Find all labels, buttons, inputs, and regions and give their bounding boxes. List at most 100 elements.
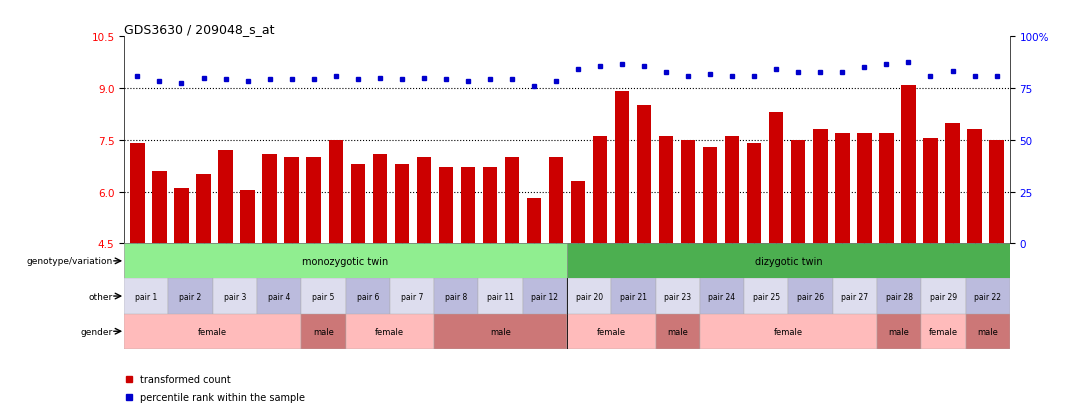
Text: pair 27: pair 27: [841, 292, 868, 301]
Bar: [241, 190, 255, 244]
Text: monozygotic twin: monozygotic twin: [302, 256, 389, 266]
Bar: [725, 137, 740, 244]
Text: gender: gender: [81, 327, 113, 336]
Bar: [681, 140, 696, 244]
Text: pair 1: pair 1: [135, 292, 158, 301]
Bar: [434, 279, 478, 314]
Text: genotype/variation: genotype/variation: [27, 257, 113, 266]
Bar: [921, 279, 966, 314]
Bar: [879, 133, 893, 244]
Text: GDS3630 / 209048_s_at: GDS3630 / 209048_s_at: [124, 23, 274, 36]
Text: female: female: [774, 327, 802, 336]
Text: pair 7: pair 7: [401, 292, 423, 301]
Bar: [788, 279, 833, 314]
Text: pair 28: pair 28: [886, 292, 913, 301]
Bar: [656, 279, 700, 314]
Bar: [504, 158, 519, 244]
Bar: [966, 314, 1010, 349]
Bar: [700, 314, 877, 349]
Text: pair 2: pair 2: [179, 292, 202, 301]
Bar: [328, 140, 342, 244]
Bar: [703, 147, 717, 244]
Bar: [656, 314, 700, 349]
Bar: [438, 168, 453, 244]
Text: pair 24: pair 24: [708, 292, 735, 301]
Bar: [373, 154, 387, 244]
Bar: [877, 279, 921, 314]
Bar: [197, 175, 211, 244]
Bar: [417, 158, 431, 244]
Bar: [174, 189, 189, 244]
Bar: [168, 279, 213, 314]
Text: female: female: [597, 327, 625, 336]
Bar: [567, 244, 1010, 279]
Text: dizygotic twin: dizygotic twin: [755, 256, 822, 266]
Bar: [346, 279, 390, 314]
Bar: [700, 279, 744, 314]
Bar: [923, 139, 937, 244]
Bar: [877, 314, 921, 349]
Text: pair 6: pair 6: [356, 292, 379, 301]
Bar: [921, 314, 966, 349]
Text: female: female: [376, 327, 404, 336]
Bar: [152, 171, 166, 244]
Text: male: male: [490, 327, 511, 336]
Bar: [747, 144, 761, 244]
Bar: [611, 279, 656, 314]
Bar: [307, 158, 321, 244]
Bar: [989, 140, 1003, 244]
Bar: [549, 158, 563, 244]
Bar: [523, 279, 567, 314]
Bar: [394, 164, 409, 244]
Bar: [769, 113, 783, 244]
Bar: [124, 279, 168, 314]
Bar: [301, 314, 346, 349]
Bar: [902, 85, 916, 244]
Bar: [615, 92, 630, 244]
Bar: [593, 137, 607, 244]
Text: pair 3: pair 3: [224, 292, 246, 301]
Text: pair 22: pair 22: [974, 292, 1001, 301]
Bar: [478, 279, 523, 314]
Bar: [792, 140, 806, 244]
Text: pair 12: pair 12: [531, 292, 558, 301]
Text: pair 26: pair 26: [797, 292, 824, 301]
Bar: [835, 133, 850, 244]
Bar: [257, 279, 301, 314]
Text: pair 11: pair 11: [487, 292, 514, 301]
Text: pair 21: pair 21: [620, 292, 647, 301]
Bar: [461, 168, 475, 244]
Bar: [567, 279, 611, 314]
Bar: [945, 123, 960, 244]
Text: pair 25: pair 25: [753, 292, 780, 301]
Text: pair 5: pair 5: [312, 292, 335, 301]
Text: female: female: [199, 327, 227, 336]
Text: male: male: [667, 327, 688, 336]
Bar: [301, 279, 346, 314]
Text: male: male: [889, 327, 909, 336]
Bar: [131, 144, 145, 244]
Bar: [637, 106, 651, 244]
Bar: [813, 130, 827, 244]
Bar: [218, 151, 232, 244]
Bar: [968, 130, 982, 244]
Bar: [833, 279, 877, 314]
Bar: [124, 244, 567, 279]
Bar: [213, 279, 257, 314]
Bar: [284, 158, 299, 244]
Text: pair 29: pair 29: [930, 292, 957, 301]
Text: female: female: [929, 327, 958, 336]
Bar: [351, 164, 365, 244]
Bar: [858, 133, 872, 244]
Text: male: male: [977, 327, 998, 336]
Text: pair 8: pair 8: [445, 292, 468, 301]
Text: pair 23: pair 23: [664, 292, 691, 301]
Bar: [483, 168, 497, 244]
Text: percentile rank within the sample: percentile rank within the sample: [140, 392, 306, 402]
Bar: [966, 279, 1010, 314]
Bar: [346, 314, 434, 349]
Text: other: other: [89, 292, 113, 301]
Text: transformed count: transformed count: [140, 374, 231, 384]
Bar: [124, 314, 301, 349]
Bar: [571, 182, 585, 244]
